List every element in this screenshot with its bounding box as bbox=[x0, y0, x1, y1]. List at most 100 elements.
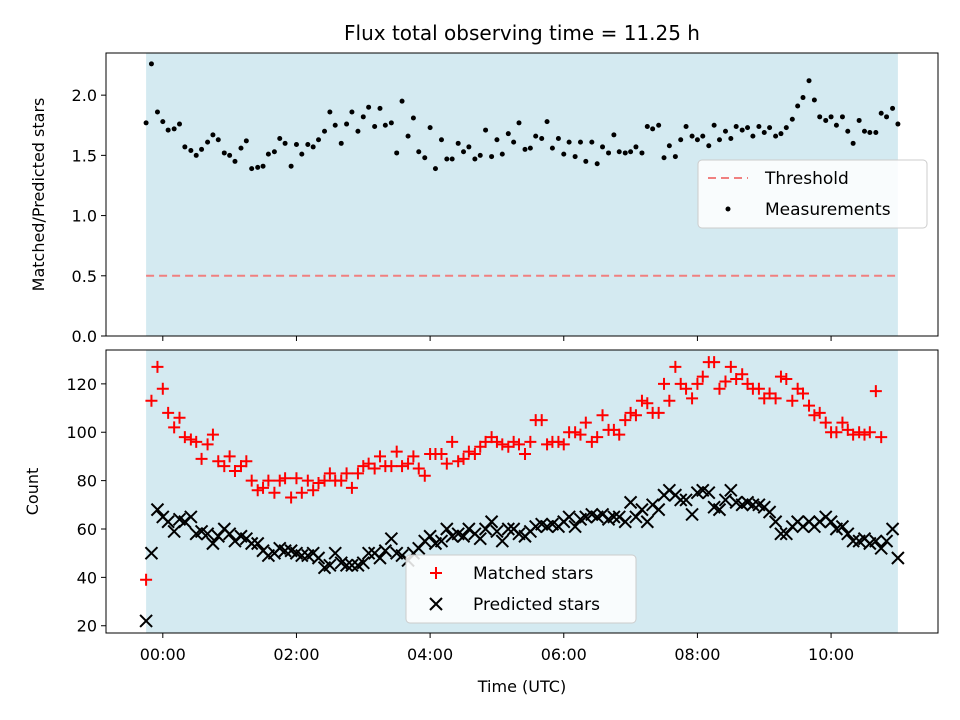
predicted-stars-point bbox=[200, 527, 215, 541]
predicted-legend-label: Predicted stars bbox=[473, 595, 600, 615]
ratio-y-tick-label: 1.0 bbox=[72, 207, 97, 226]
measurements-point bbox=[878, 110, 884, 116]
predicted-stars-point bbox=[423, 529, 437, 543]
measurements-point bbox=[800, 95, 806, 101]
measurements-point bbox=[577, 139, 583, 145]
predicted-stars-point bbox=[495, 534, 509, 548]
matched-stars-point bbox=[190, 435, 203, 448]
predicted-stars-point bbox=[640, 515, 655, 529]
predicted-stars-point bbox=[278, 544, 292, 558]
matched-stars-point bbox=[168, 421, 181, 434]
matched-stars-point bbox=[557, 438, 570, 451]
matched-stars-point bbox=[385, 460, 398, 473]
predicted-stars-point bbox=[674, 493, 688, 507]
matched-stars-point bbox=[686, 392, 699, 405]
measurements-point bbox=[143, 120, 149, 126]
matched-stars-point bbox=[452, 455, 465, 468]
ratio-legend-box bbox=[697, 159, 928, 229]
measurements-point bbox=[867, 129, 873, 135]
measurements-point bbox=[494, 137, 500, 143]
matched-stars-point bbox=[863, 426, 876, 439]
measurements-point bbox=[811, 97, 817, 103]
predicted-stars-point bbox=[774, 527, 788, 541]
predicted-stars-point bbox=[685, 507, 699, 522]
measurements-point bbox=[322, 128, 328, 134]
measurements-point bbox=[600, 144, 606, 150]
x-tick-label: 08:00 bbox=[674, 645, 720, 664]
measurements-point bbox=[616, 149, 622, 155]
measurements-point bbox=[678, 137, 684, 143]
predicted-stars-point bbox=[623, 495, 638, 510]
matched-legend-swatch bbox=[430, 567, 442, 579]
matched-stars-point bbox=[223, 450, 236, 463]
matched-stars-point bbox=[257, 481, 270, 494]
measurements-point bbox=[188, 148, 194, 154]
measurements-point bbox=[572, 154, 578, 160]
measurements-point bbox=[305, 142, 311, 148]
matched-stars-point bbox=[290, 472, 303, 485]
measurements-point bbox=[477, 152, 483, 158]
predicted-stars-point bbox=[490, 524, 504, 539]
measurements-point bbox=[739, 127, 745, 133]
measurements-point bbox=[711, 122, 717, 128]
measurements-point bbox=[783, 125, 789, 131]
matched-stars-point bbox=[368, 462, 381, 475]
matched-stars-point bbox=[301, 474, 314, 487]
measurements-point bbox=[288, 163, 294, 169]
matched-stars-point bbox=[228, 464, 241, 477]
predicted-stars-point bbox=[311, 551, 326, 565]
measurements-point bbox=[293, 142, 299, 148]
ratio-y-axis-label: Matched/Predicted stars bbox=[29, 98, 48, 292]
matched-stars-point bbox=[178, 431, 191, 444]
measurements-point bbox=[271, 149, 277, 155]
measurements-point bbox=[856, 117, 862, 123]
matched-stars-point bbox=[390, 445, 403, 458]
matched-stars-point bbox=[696, 370, 709, 383]
matched-stars-point bbox=[512, 438, 525, 451]
measurements-point bbox=[839, 114, 845, 120]
matched-stars-point bbox=[869, 385, 882, 398]
measurements-point bbox=[745, 125, 751, 131]
predicted-stars-point bbox=[161, 515, 175, 529]
measurements-point bbox=[232, 158, 238, 164]
predicted-stars-point bbox=[184, 510, 198, 524]
matched-stars-point bbox=[641, 397, 654, 410]
matched-stars-point bbox=[251, 484, 264, 497]
measurements-point bbox=[516, 120, 522, 126]
count-y-tick-label: 80 bbox=[77, 472, 97, 491]
matched-stars-point bbox=[195, 452, 208, 465]
measurements-point bbox=[656, 122, 662, 128]
matched-stars-point bbox=[468, 448, 481, 461]
measurements-point bbox=[360, 114, 366, 120]
predicted-stars-point bbox=[846, 534, 860, 548]
predicted-stars-point bbox=[150, 502, 165, 517]
measurements-point bbox=[282, 140, 288, 146]
matched-stars-point bbox=[312, 477, 325, 490]
predicted-stars-point bbox=[768, 515, 783, 529]
measurements-point bbox=[366, 104, 372, 110]
predicted-stars-point bbox=[484, 515, 499, 529]
x-tick-label: 00:00 bbox=[140, 645, 186, 664]
matched-stars-point bbox=[407, 450, 420, 463]
measurements-point bbox=[277, 136, 283, 142]
matched-stars-point bbox=[162, 406, 175, 419]
x-tick-label: 04:00 bbox=[407, 645, 453, 664]
ratio-y-tick-label: 1.5 bbox=[72, 146, 97, 165]
measurements-point bbox=[539, 136, 545, 142]
matched-stars-point bbox=[813, 406, 826, 419]
measurements-point bbox=[489, 154, 495, 160]
matched-stars-point bbox=[340, 467, 353, 480]
measurements-point bbox=[177, 121, 183, 127]
matched-stars-point bbox=[596, 409, 609, 422]
predicted-stars-point bbox=[323, 558, 337, 572]
matched-stars-point bbox=[752, 382, 765, 395]
measurements-point bbox=[260, 163, 266, 169]
measurements-point bbox=[561, 151, 567, 157]
predicted-stars-point bbox=[702, 486, 716, 500]
predicted-stars-point bbox=[568, 519, 582, 534]
measurements-point bbox=[160, 119, 166, 125]
measurements-point bbox=[499, 151, 505, 157]
measurements-point bbox=[544, 119, 550, 125]
count-y-tick-label: 20 bbox=[77, 617, 97, 636]
measurements-legend-swatch bbox=[725, 206, 731, 212]
